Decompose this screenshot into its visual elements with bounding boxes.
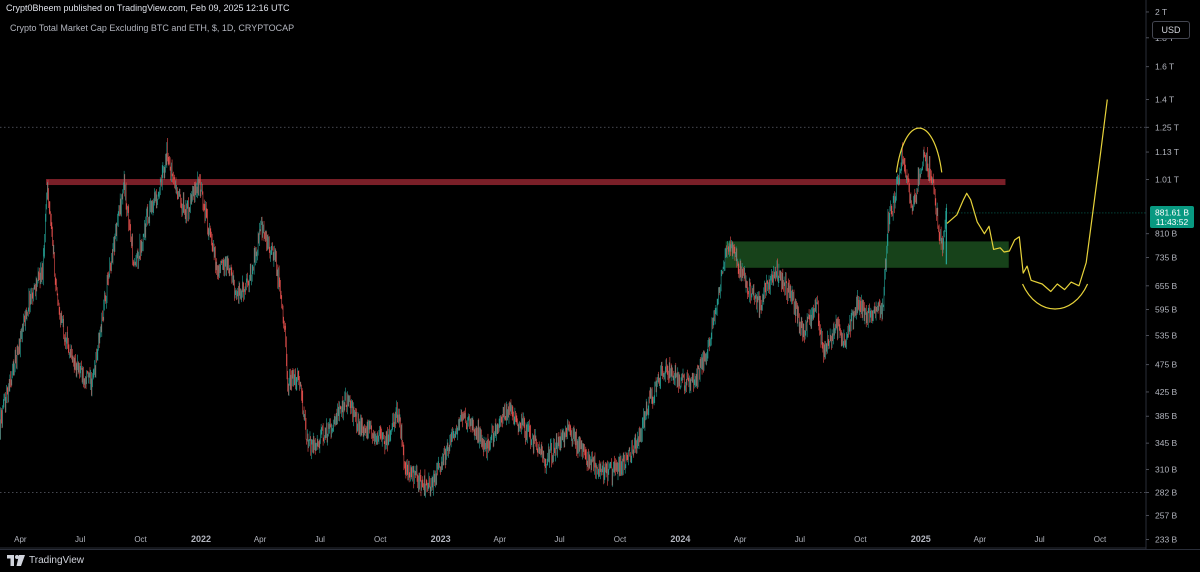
price-tick-label-10: 595 B xyxy=(1155,304,1178,314)
time-tick-label-16: Apr xyxy=(974,535,987,544)
time-tick-label-3: 2022 xyxy=(191,534,211,544)
projection-path xyxy=(946,99,1108,293)
time-tick-label-6: Oct xyxy=(374,535,387,544)
rounded-top-arc xyxy=(895,127,943,173)
current-price-tag xyxy=(1150,205,1194,228)
time-tick-label-7: 2023 xyxy=(431,534,451,544)
resistance-line xyxy=(45,179,1006,186)
price-chart[interactable]: 2 T1.8 T1.6 T1.4 T1.25 T1.13 T1.01 T810 … xyxy=(0,0,1200,549)
time-tick-label-2: Oct xyxy=(134,535,147,544)
time-tick-label-15: 2025 xyxy=(911,534,931,544)
tradingview-logo-icon xyxy=(7,555,25,566)
current-price-label: 881.61 B xyxy=(1155,207,1189,217)
time-tick-label-8: Apr xyxy=(494,535,507,544)
price-tick-label-9: 655 B xyxy=(1155,281,1178,291)
time-tick-label-9: Jul xyxy=(554,535,564,544)
support-zone xyxy=(725,241,1009,268)
price-tick-label-14: 385 B xyxy=(1155,411,1178,421)
time-tick-label-13: Jul xyxy=(795,535,805,544)
footer-bar: TradingView xyxy=(0,549,1200,572)
currency-button[interactable]: USD xyxy=(1152,21,1190,39)
tradingview-brand: TradingView xyxy=(29,555,85,566)
price-tick-label-2: 1.6 T xyxy=(1155,62,1174,72)
price-tick-label-7: 810 B xyxy=(1155,229,1178,239)
price-tick-label-13: 425 B xyxy=(1155,387,1178,397)
candles-group xyxy=(0,138,947,498)
price-tick-label-16: 310 B xyxy=(1155,464,1178,474)
time-tick-label-1: Jul xyxy=(75,535,85,544)
tradingview-logo[interactable]: TradingView xyxy=(7,555,84,566)
price-tick-label-0: 2 T xyxy=(1155,7,1167,17)
price-tick-label-5: 1.13 T xyxy=(1155,147,1179,157)
time-tick-label-14: Oct xyxy=(854,535,867,544)
price-tick-label-17: 282 B xyxy=(1155,488,1178,498)
price-tick-label-15: 345 B xyxy=(1155,438,1178,448)
time-tick-label-12: Apr xyxy=(734,535,747,544)
time-axis: Apr Jul Oct 2022 Apr Jul Oct 2023 Apr Jul Oct 2024 A… xyxy=(14,534,1107,544)
rounded-bottom-arc xyxy=(1021,283,1089,310)
time-tick-label-18: Oct xyxy=(1094,535,1107,544)
price-tick-label-11: 535 B xyxy=(1155,330,1178,340)
time-tick-label-5: Jul xyxy=(315,535,325,544)
bar-countdown-label: 11:43:52 xyxy=(1156,217,1189,227)
symbol-legend[interactable]: Crypto Total Market Cap Excluding BTC an… xyxy=(10,23,295,33)
published-by-header: Crypt0Bheem published on TradingView.com… xyxy=(6,3,290,13)
price-tick-label-19: 233 B xyxy=(1155,534,1178,544)
price-tick-label-8: 735 B xyxy=(1155,253,1178,263)
price-tick-label-4: 1.25 T xyxy=(1155,122,1179,132)
price-tick-label-18: 257 B xyxy=(1155,510,1178,520)
time-tick-label-17: Jul xyxy=(1034,535,1044,544)
time-tick-label-11: 2024 xyxy=(670,534,690,544)
price-axis: 2 T1.8 T1.6 T1.4 T1.25 T1.13 T1.01 T810 … xyxy=(1146,7,1179,544)
time-tick-label-10: Oct xyxy=(614,535,627,544)
time-tick-label-0: Apr xyxy=(14,535,27,544)
time-tick-label-4: Apr xyxy=(254,535,267,544)
price-tick-label-6: 1.01 T xyxy=(1155,175,1179,185)
price-tick-label-3: 1.4 T xyxy=(1155,94,1174,104)
price-tick-label-12: 475 B xyxy=(1155,360,1178,370)
